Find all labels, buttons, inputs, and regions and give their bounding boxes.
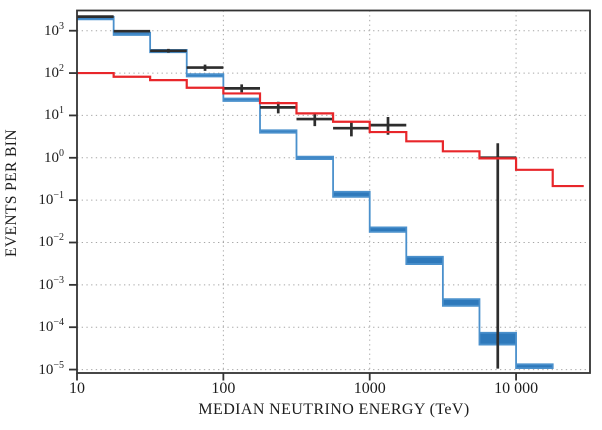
y-tick-label: 10−5 — [38, 359, 64, 378]
y-axis-title: EVENTS PER BIN — [3, 129, 20, 257]
y-tick-label: 10−2 — [38, 232, 64, 251]
astrophysical-band — [77, 16, 554, 370]
y-tick-label: 10−4 — [38, 317, 64, 336]
y-tick-label: 101 — [44, 105, 64, 124]
observed-data-points — [77, 15, 517, 369]
x-axis-title: MEDIAN NEUTRINO ENERGY (TeV) — [198, 401, 470, 418]
y-tick-label: 103 — [44, 20, 64, 39]
y-tick-label: 10−3 — [38, 274, 64, 293]
x-tick-label: 100 — [211, 380, 236, 397]
plot-frame — [76, 9, 591, 374]
atmospheric-line — [77, 71, 584, 188]
x-tick-label: 10 — [69, 380, 85, 397]
x-tick-label: 10 000 — [494, 380, 539, 397]
y-tick-label: 100 — [44, 147, 64, 166]
y-tick-label: 10−1 — [38, 190, 64, 209]
y-tick-label: 102 — [44, 63, 64, 82]
x-tick-label: 1000 — [353, 380, 386, 397]
